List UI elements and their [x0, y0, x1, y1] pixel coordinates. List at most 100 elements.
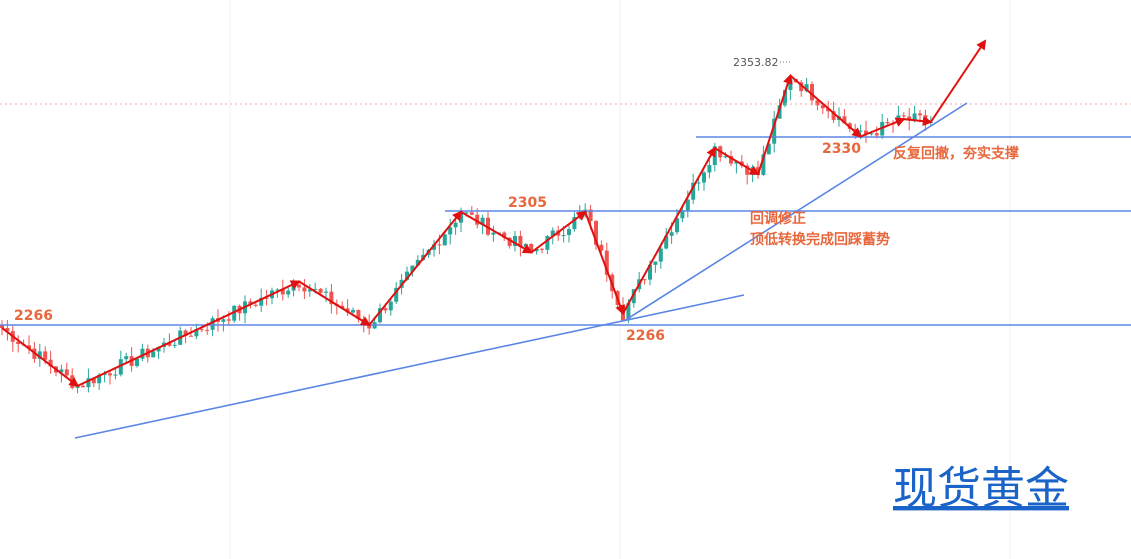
- candle-body: [691, 182, 696, 200]
- note-repeated-retrace: 反复回撤，夯实支撑: [893, 145, 1019, 162]
- wave-arrow: [77, 280, 301, 387]
- candle-body: [864, 130, 868, 134]
- candle-body: [351, 310, 355, 313]
- candle-body: [340, 305, 345, 309]
- candle-body: [820, 105, 825, 109]
- candle-body: [5, 328, 10, 332]
- wave-arrow: [757, 73, 793, 175]
- wave-arrow: [298, 280, 371, 327]
- candle-body: [561, 235, 566, 237]
- note-correction: 回调修正: [750, 210, 806, 227]
- candle-body: [696, 182, 701, 184]
- candle-body: [108, 373, 112, 376]
- candle-body: [518, 236, 523, 247]
- candle-body: [772, 118, 777, 144]
- candle-body: [799, 82, 804, 92]
- wave-arrow: [622, 146, 716, 314]
- candle-body: [91, 378, 96, 384]
- candle-body: [680, 210, 685, 219]
- candle-body: [783, 90, 787, 106]
- candle-body: [0, 325, 4, 329]
- candle-body: [540, 248, 544, 250]
- candle-body: [405, 271, 409, 280]
- projection-arrow: [929, 39, 987, 123]
- candle-body: [448, 227, 453, 235]
- candle-body: [253, 304, 258, 306]
- grid-lines: [229, 0, 1011, 559]
- candle-body: [885, 122, 890, 124]
- candle-body: [777, 105, 782, 119]
- candle-body: [221, 319, 226, 322]
- candle-body: [135, 358, 139, 366]
- candle-body: [599, 244, 604, 251]
- candle-body: [550, 230, 555, 237]
- candle-body: [167, 342, 172, 346]
- candle-body: [329, 291, 334, 305]
- candle-body: [729, 156, 733, 164]
- candle-body: [453, 222, 458, 228]
- candle-body: [97, 374, 102, 384]
- candle-body: [356, 310, 361, 320]
- candle-body: [172, 344, 177, 346]
- candle-body: [345, 308, 350, 313]
- note-pullback-accumulate: 顶低转换完成回踩蓄势: [750, 231, 890, 248]
- candle-body: [464, 212, 469, 214]
- watermark-spot-gold: 现货黄金: [893, 463, 1069, 514]
- candle-body: [567, 229, 571, 236]
- candle-body: [658, 248, 663, 262]
- candle-body: [545, 236, 550, 250]
- candle-body: [669, 232, 674, 236]
- candle-body: [205, 329, 210, 331]
- candle-body: [113, 374, 118, 376]
- wave-arrow: [460, 211, 533, 254]
- candle-body: [307, 289, 312, 292]
- candle-body: [648, 264, 652, 280]
- candle-body: [475, 214, 480, 225]
- candle-body: [199, 329, 204, 331]
- candle-body: [151, 351, 156, 358]
- candle-body: [378, 308, 382, 323]
- candle-body: [432, 244, 436, 250]
- candle-body: [675, 218, 679, 233]
- candle-body: [81, 385, 85, 388]
- wave-arrow: [714, 147, 760, 176]
- label-high-2353: 2353.82: [733, 56, 779, 69]
- candle-body: [685, 199, 690, 211]
- candle-body: [275, 289, 280, 291]
- candle-body: [534, 248, 539, 252]
- wave-arrow: [368, 210, 463, 326]
- candle-body: [480, 217, 485, 225]
- candle-body: [469, 212, 474, 215]
- candle-body: [912, 113, 917, 121]
- trend-line-lower: [74, 294, 745, 439]
- candle-body: [907, 116, 912, 121]
- label-2266-left: 2266: [14, 308, 53, 324]
- candle-body: [626, 303, 631, 321]
- candle-body: [183, 330, 188, 336]
- candle-body: [810, 84, 814, 101]
- label-2266-right: 2266: [626, 328, 665, 344]
- candle-body: [723, 156, 728, 158]
- candle-body: [297, 284, 301, 288]
- candle-body: [523, 243, 528, 247]
- candle-body: [394, 287, 399, 302]
- candle-body: [804, 84, 809, 92]
- candle-body: [502, 232, 507, 238]
- wave-arrows: [1, 39, 987, 388]
- candle-body: [259, 297, 264, 306]
- wave-arrow: [1, 327, 80, 388]
- candle-body: [415, 259, 420, 266]
- candle-body: [826, 108, 831, 112]
- candle-body: [318, 288, 323, 293]
- candle-body: [486, 217, 490, 235]
- wave-arrow: [860, 117, 906, 138]
- candle-body: [702, 172, 706, 183]
- candle-body: [48, 359, 53, 367]
- candle-body: [734, 161, 739, 164]
- trend-line-upper: [623, 102, 968, 322]
- candle-body: [16, 341, 21, 345]
- candle-body: [572, 217, 577, 230]
- candle-body: [437, 244, 442, 246]
- candle-body: [140, 348, 145, 359]
